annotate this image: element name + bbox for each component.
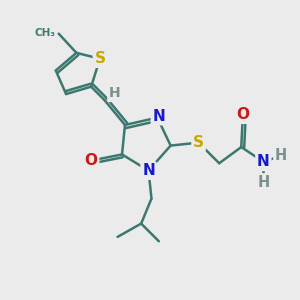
Text: S: S (94, 51, 105, 66)
Text: N: N (142, 163, 155, 178)
Text: CH₃: CH₃ (35, 28, 56, 38)
Text: N: N (257, 154, 270, 169)
Text: H: H (257, 175, 269, 190)
Text: S: S (193, 135, 204, 150)
Text: H: H (109, 86, 121, 100)
Text: N: N (152, 109, 165, 124)
Text: O: O (85, 153, 98, 168)
Text: H: H (275, 148, 287, 164)
Text: O: O (236, 107, 249, 122)
